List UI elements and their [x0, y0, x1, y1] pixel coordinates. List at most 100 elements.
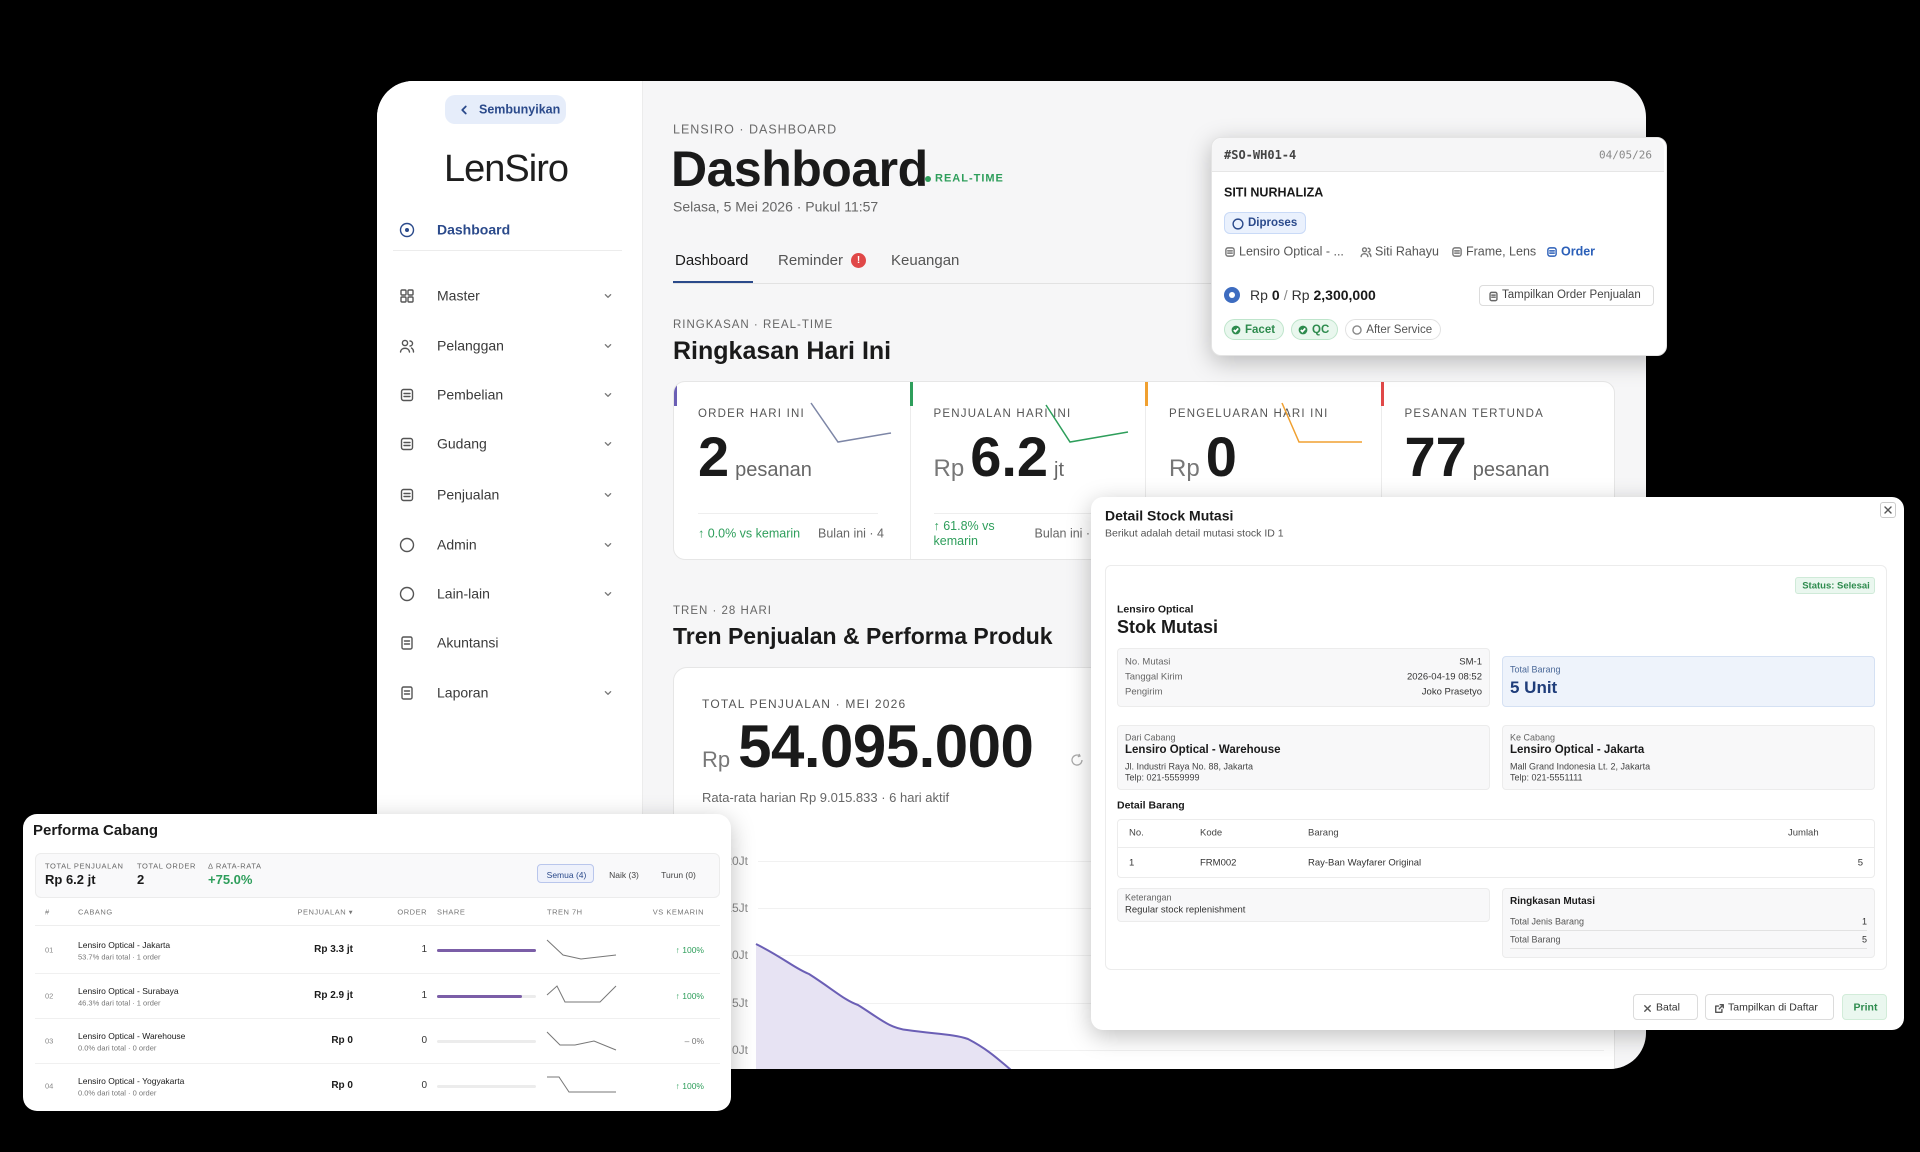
order-meta: Siti Rahayu [1375, 244, 1439, 259]
menu-item[interactable]: Dashboard [389, 212, 629, 248]
branch-sub: 0.0% dari total · 0 order [78, 1043, 157, 1053]
stock-modal: Detail Stock Mutasi Berikut adalah detail… [1091, 497, 1904, 1030]
card-unit: jt [1054, 459, 1065, 481]
status-text: Diproses [1248, 216, 1298, 229]
branch-label: Dari Cabang [1125, 732, 1176, 743]
chevron [461, 105, 467, 114]
card-accent [674, 382, 677, 406]
summary-label: Total Jenis Barang [1510, 916, 1585, 927]
branch-box [1117, 725, 1490, 790]
icon-lines [403, 392, 411, 398]
tag: QC [1291, 319, 1339, 340]
item-cell: Ray-Ban Wayfarer Original [1308, 857, 1422, 869]
icon-ring [1232, 217, 1244, 230]
menu-label: Pembelian [437, 386, 504, 403]
filter-label: Semua (4) [546, 869, 587, 880]
chevron [604, 441, 612, 447]
branch-name: Lensiro Optical - Jakarta [78, 939, 171, 950]
menu-item[interactable]: Lain-lain [389, 576, 629, 612]
info-value: 2026-04-19 08:52 [1406, 671, 1482, 683]
chevron [604, 591, 612, 597]
column-header: SHARE [437, 907, 466, 917]
filter-button[interactable]: Semua (4) [537, 864, 594, 883]
items-title: Detail Barang [1117, 799, 1185, 812]
card-value-row: 2 pesanan [698, 426, 812, 488]
order-action[interactable]: Tampilkan Order Penjualan [1479, 285, 1654, 306]
tag-label: Facet [1245, 323, 1276, 336]
branch-address: Jl. Industri Raya No. 88, Jakarta [1125, 761, 1254, 772]
modal-button[interactable]: Tampilkan di Daftar [1705, 994, 1834, 1020]
icon-cell [400, 289, 407, 296]
section-title: Tren Penjualan & Performa Produk [673, 623, 1053, 650]
table-rule [1117, 847, 1875, 848]
column-header: ORDER [397, 907, 427, 917]
tab[interactable]: Keuangan [891, 252, 960, 269]
branch-card: Performa Cabang TOTAL PENJUALAN Rp 6.2 jt T… [23, 814, 731, 1111]
row-rule [35, 1063, 720, 1064]
chevron [604, 293, 612, 299]
payment-icon [1224, 287, 1240, 303]
info-value: SM-1 [1459, 656, 1482, 668]
share-bar [437, 948, 536, 952]
icon [1298, 325, 1308, 334]
card-prefix: Rp [1169, 455, 1200, 482]
branch-sub: 46.3% dari total · 1 order [78, 998, 161, 1008]
trend-line [546, 939, 617, 960]
menu-label: Lain-lain [437, 585, 490, 602]
icon [399, 586, 415, 602]
modal-button[interactable]: Print [1842, 994, 1887, 1020]
tab[interactable]: Reminder [778, 252, 844, 269]
card-label: ORDER HARI INI [698, 408, 805, 421]
info-label: Tanggal Kirim [1125, 671, 1183, 683]
row-trend [546, 1031, 617, 1051]
icon [1352, 324, 1363, 335]
filter-label: Turun (0) [661, 869, 696, 880]
menu-item[interactable]: Pelanggan [389, 328, 629, 364]
tab-badge-text: ! [856, 254, 861, 266]
paid: 0 [1271, 287, 1280, 303]
card-sparkline [1281, 402, 1362, 443]
menu-item[interactable]: Admin [389, 527, 629, 563]
live-dot [925, 176, 931, 182]
modal-button[interactable]: Batal [1633, 994, 1698, 1020]
card-divider [909, 382, 911, 559]
icon [604, 492, 612, 498]
icon [604, 591, 612, 597]
filter-button[interactable]: Naik (3) [601, 864, 645, 883]
filter-button[interactable]: Turun (0) [653, 864, 702, 883]
menu-label: Pelanggan [437, 337, 504, 354]
menu-item[interactable]: Pembelian [389, 377, 629, 413]
row-rule [35, 1018, 720, 1019]
branch-name: Lensiro Optical - Surabaya [78, 985, 179, 996]
menu-item[interactable]: Gudang [389, 426, 629, 462]
summary-box [1502, 888, 1875, 958]
menu-item[interactable]: Akuntansi [389, 625, 629, 661]
card-footer-line [933, 513, 1114, 514]
menu-item[interactable]: Penjualan [389, 477, 629, 513]
icon [401, 686, 413, 700]
summary-value: 5 [1861, 934, 1867, 945]
icon [604, 392, 612, 398]
tab[interactable]: Dashboard [675, 252, 749, 269]
breadcrumb: LENSIRO · DASHBOARD [673, 122, 838, 137]
share-bar [437, 994, 523, 998]
logo: LenSiro [444, 148, 569, 191]
icon-lines [403, 640, 411, 645]
tag: Facet [1224, 319, 1285, 340]
row-trend [547, 1076, 616, 1093]
icon-ring [399, 586, 415, 602]
sidebar-toggle[interactable]: Sembunyikan [445, 95, 566, 124]
card-value-row: Rp 6.2 jt [934, 426, 1065, 488]
modal-close[interactable] [1880, 502, 1896, 518]
menu-item[interactable]: Laporan [389, 675, 629, 711]
branch-phone: Telp: 021-5551111 [1510, 772, 1583, 783]
card-accent [1380, 382, 1384, 406]
info-value: Joko Prasetyo [1421, 686, 1482, 698]
menu-item[interactable]: Master [389, 278, 629, 314]
column-header: VS KEMARIN [652, 907, 704, 917]
icon-lines [1227, 250, 1233, 254]
icon [1884, 506, 1892, 514]
icon-head [401, 339, 409, 347]
card-accent [1145, 382, 1148, 406]
icon-cell [407, 296, 414, 303]
